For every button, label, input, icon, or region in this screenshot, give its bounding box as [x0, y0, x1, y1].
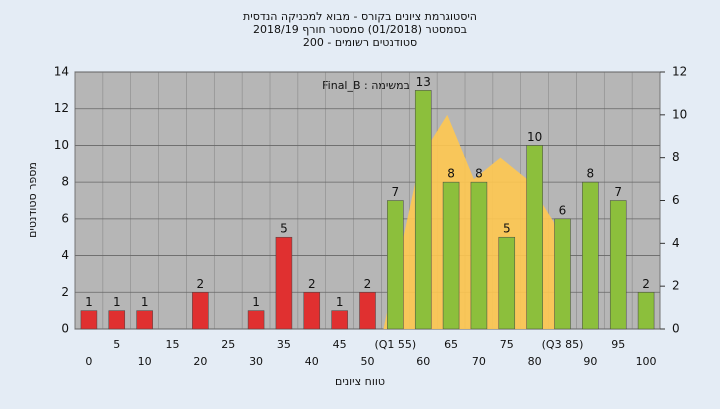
bar [80, 310, 98, 330]
value-label: 6 [559, 203, 567, 217]
value-label: 1 [113, 295, 121, 309]
bar [331, 310, 348, 330]
bar [108, 310, 126, 330]
value-label: 1 [252, 295, 260, 309]
x-tick-label: 90 [583, 355, 597, 368]
bar [247, 310, 265, 330]
y2-tick-label: 4 [672, 236, 680, 250]
y-tick-label: 2 [61, 285, 69, 299]
x-tick-label: 70 [472, 355, 486, 368]
x-tick-label: 15 [166, 338, 180, 351]
x-tick-label: (Q3 85) [542, 338, 584, 351]
x-tick-label: 100 [636, 355, 657, 368]
x-tick-label: 60 [416, 355, 430, 368]
value-label: 8 [475, 167, 483, 181]
chart-title: היסטוגרמת ציונים בקורס - מבוא למכניקה הנ… [243, 10, 477, 23]
x-tick-label: 40 [305, 355, 319, 368]
bar [637, 292, 655, 330]
y-tick-label: 12 [54, 101, 69, 115]
y2-tick-label: 2 [672, 279, 680, 293]
value-label: 7 [392, 185, 400, 199]
bar [275, 236, 293, 330]
y2-tick-label: 0 [672, 322, 680, 336]
x-axis-label: טווח ציונים [335, 375, 385, 388]
value-label: 2 [364, 277, 372, 291]
bar [414, 90, 432, 330]
y-tick-label: 6 [61, 211, 69, 225]
x-tick-label: 95 [611, 338, 625, 351]
y-tick-label: 4 [61, 248, 69, 262]
bar [359, 292, 376, 330]
bar [554, 218, 571, 330]
value-label: 5 [503, 222, 511, 236]
y-tick-label: 14 [54, 65, 69, 79]
y-tick-label: 8 [61, 175, 69, 189]
bar [498, 236, 516, 330]
bar [387, 200, 404, 330]
x-tick-label: 75 [500, 338, 514, 351]
value-label: 5 [280, 222, 288, 236]
value-label: 1 [141, 295, 149, 309]
bar [303, 292, 321, 330]
value-label: 1 [336, 295, 344, 309]
value-label: 10 [527, 130, 542, 144]
y2-tick-label: 8 [672, 150, 680, 164]
x-tick-label: 5 [113, 338, 120, 351]
value-label: 7 [614, 185, 622, 199]
x-tick-label: 80 [528, 355, 542, 368]
x-tick-label: 65 [444, 338, 458, 351]
value-label: 8 [447, 167, 455, 181]
value-label: 1 [85, 295, 93, 309]
x-tick-label: 25 [221, 338, 235, 351]
value-label: 13 [416, 75, 431, 89]
value-label: 2 [642, 277, 650, 291]
y-tick-label: 0 [61, 322, 69, 336]
bar [526, 145, 543, 330]
x-tick-label: 50 [361, 355, 375, 368]
y2-tick-label: 12 [672, 65, 687, 79]
y-tick-label: 10 [54, 138, 69, 152]
chart-subtitle: בסמסטר (01/2018) סמסטר חורף 2018/19 [253, 23, 467, 36]
x-tick-label: 0 [85, 355, 92, 368]
x-tick-label: (Q1 55) [374, 338, 416, 351]
y-axis-label: מספר סטודנטים [26, 162, 39, 238]
x-tick-label: 45 [333, 338, 347, 351]
value-label: 2 [308, 277, 316, 291]
bar [136, 310, 153, 330]
x-tick-label: 10 [138, 355, 152, 368]
bar [582, 181, 599, 330]
value-label: 2 [197, 277, 205, 291]
value-label: 8 [587, 167, 595, 181]
x-tick-label: 20 [193, 355, 207, 368]
bar [192, 292, 209, 330]
y2-tick-label: 6 [672, 193, 680, 207]
x-tick-label: 35 [277, 338, 291, 351]
bar [470, 181, 488, 330]
bar [609, 200, 627, 330]
y2-tick-label: 10 [672, 107, 687, 121]
bar [442, 181, 460, 330]
x-tick-label: 30 [249, 355, 263, 368]
annotation: Final_B : במשימה [322, 79, 410, 92]
chart-subtitle: סטודנטים רשומים - 200 [303, 36, 417, 49]
